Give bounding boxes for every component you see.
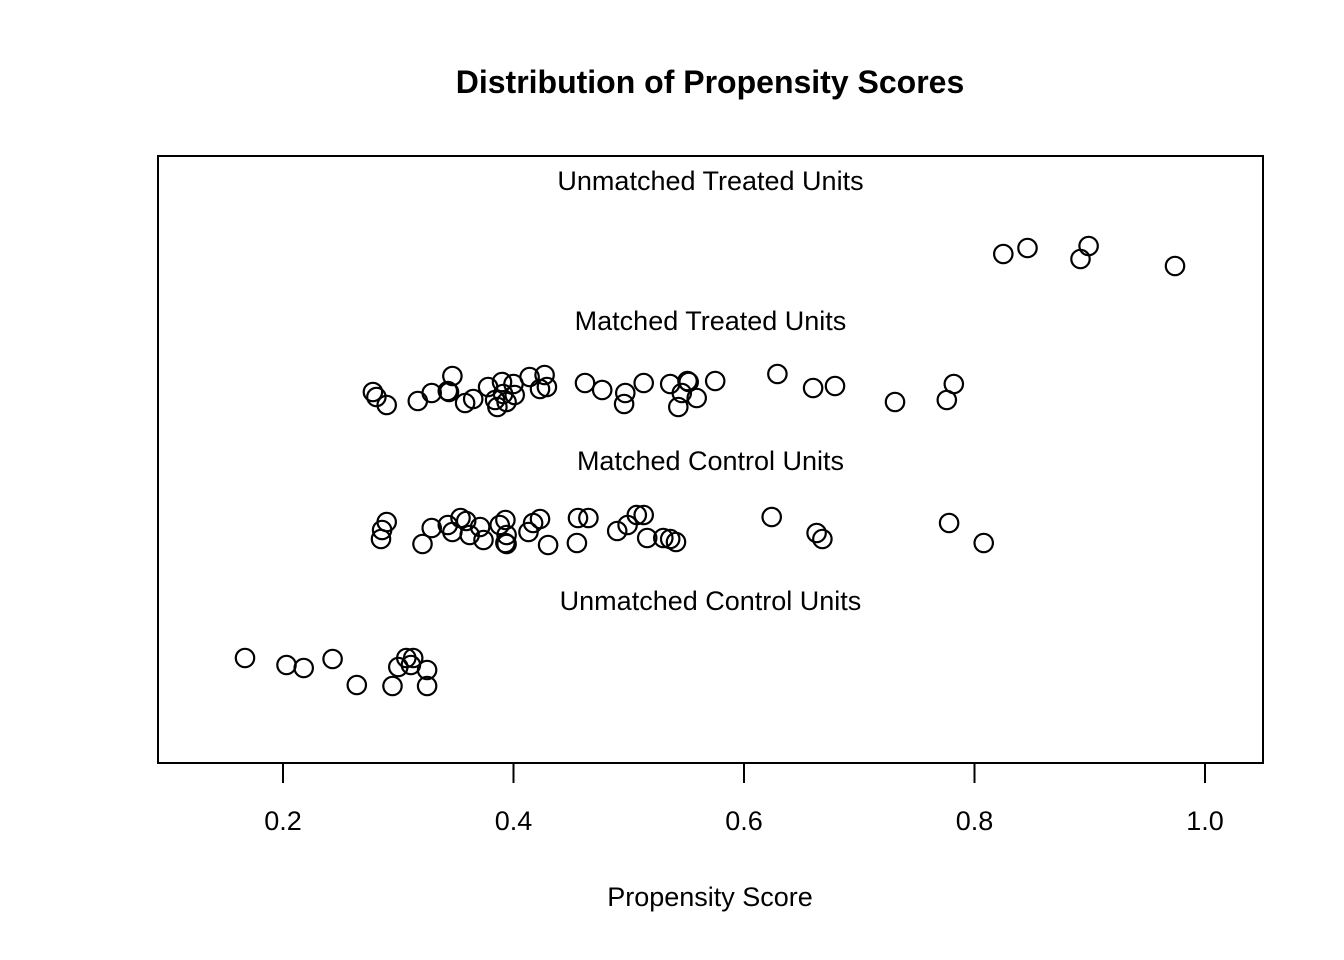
data-point	[362, 381, 384, 403]
data-point	[574, 372, 596, 394]
data-point	[633, 504, 654, 526]
data-point	[566, 532, 588, 554]
data-point	[416, 675, 438, 697]
data-point	[234, 647, 256, 669]
data-point	[973, 532, 994, 554]
data-point	[376, 394, 397, 416]
data-point	[667, 396, 689, 418]
data-point	[761, 506, 782, 528]
data-point	[704, 370, 726, 392]
data-point	[806, 522, 827, 544]
data-point	[370, 528, 392, 550]
data-point	[534, 364, 555, 386]
data-point	[626, 504, 648, 526]
data-point	[1164, 255, 1186, 277]
data-point	[442, 365, 463, 387]
group-label: Matched Control Units	[577, 446, 844, 476]
x-axis-tick-label: 0.6	[725, 806, 763, 836]
data-point	[591, 379, 613, 401]
data-point	[438, 381, 460, 403]
x-axis-tick-label: 0.8	[956, 806, 994, 836]
data-point	[606, 520, 628, 542]
data-point	[767, 363, 788, 385]
data-point	[496, 533, 517, 555]
data-point	[812, 528, 833, 550]
data-point	[462, 388, 484, 410]
data-point	[504, 384, 525, 406]
data-point	[322, 648, 343, 670]
data-point	[382, 675, 403, 697]
data-point	[884, 391, 906, 413]
data-point	[459, 524, 480, 546]
data-point	[366, 386, 387, 408]
group-label: Matched Treated Units	[575, 306, 847, 336]
data-point	[938, 512, 960, 534]
group-label: Unmatched Control Units	[560, 586, 862, 616]
data-point	[671, 382, 693, 404]
data-point	[416, 659, 438, 681]
data-point	[536, 376, 558, 398]
data-point	[614, 382, 636, 404]
plot-title: Distribution of Propensity Scores	[456, 64, 965, 100]
plot-border	[157, 155, 1264, 764]
data-point	[1017, 237, 1038, 259]
data-point	[613, 393, 635, 415]
data-point	[491, 371, 513, 393]
data-point	[412, 533, 433, 555]
data-point	[496, 524, 517, 546]
data-point	[802, 377, 824, 399]
data-points-layer: Unmatched Treated Units Matched Treated U…	[234, 166, 1186, 697]
data-point	[567, 507, 589, 529]
data-point	[636, 527, 658, 549]
x-axis-tick-label: 0.2	[264, 806, 302, 836]
x-axis: 0.2 0.4 0.6 0.8 1.0	[264, 763, 1224, 836]
data-point	[293, 657, 314, 679]
data-point	[824, 375, 846, 397]
x-axis-title: Propensity Score	[607, 882, 813, 912]
data-point	[455, 510, 477, 532]
data-point	[421, 517, 442, 539]
data-point	[665, 531, 687, 553]
group-label: Unmatched Treated Units	[557, 166, 863, 196]
data-point	[659, 373, 681, 395]
data-point	[678, 371, 699, 393]
data-point	[276, 654, 297, 676]
x-axis-tick-label: 0.4	[495, 806, 533, 836]
data-point	[529, 508, 551, 530]
data-point	[1078, 235, 1099, 257]
data-point	[473, 529, 494, 551]
data-point	[537, 534, 559, 556]
data-point	[686, 387, 707, 409]
data-point	[652, 527, 674, 549]
data-point	[495, 509, 516, 531]
data-point	[407, 390, 429, 412]
data-point	[943, 373, 965, 395]
x-axis-tick-label: 1.0	[1186, 806, 1224, 836]
data-point	[1070, 248, 1091, 270]
data-point	[371, 519, 393, 541]
data-point	[346, 674, 368, 696]
data-point	[578, 507, 599, 529]
data-point	[519, 366, 540, 388]
data-point	[633, 372, 654, 394]
data-point	[469, 516, 491, 538]
data-point	[992, 243, 1014, 265]
